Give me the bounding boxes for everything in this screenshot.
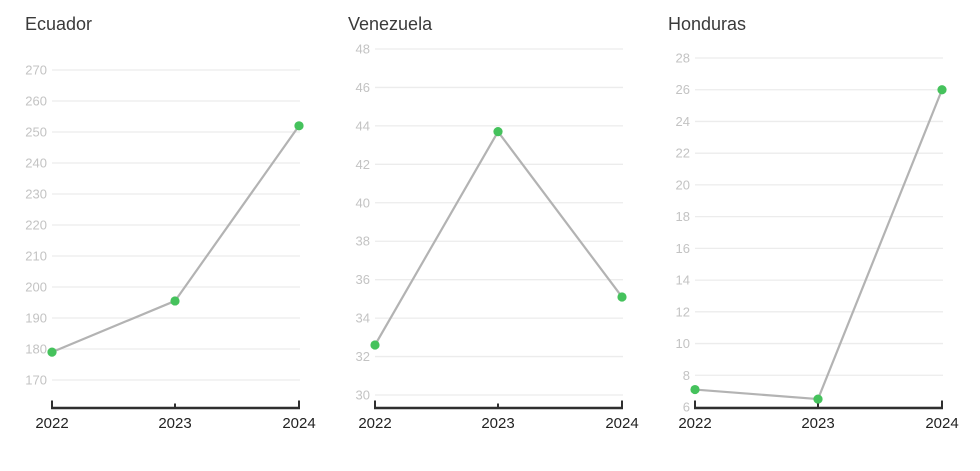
- y-tick-label: 6: [683, 400, 690, 415]
- y-tick-label: 36: [356, 272, 370, 287]
- y-tick-label: 240: [25, 156, 47, 171]
- data-point: [813, 394, 823, 404]
- x-tick-label: 2024: [605, 415, 638, 432]
- y-tick-label: 10: [676, 336, 690, 351]
- y-tick-label: 28: [676, 51, 690, 66]
- y-tick-label: 260: [25, 94, 47, 109]
- y-tick-label: 48: [356, 42, 370, 57]
- chart-panel-ecuador: Ecuador 270 260 250 240 230 220 210 200 190 180 17…: [0, 0, 337, 460]
- y-tick-label: 26: [676, 82, 690, 97]
- chart-title: Honduras: [668, 14, 747, 34]
- data-line: [373, 130, 624, 347]
- data-point: [493, 127, 503, 137]
- x-tick-label: 2022: [35, 415, 68, 432]
- y-tick-label: 190: [25, 311, 47, 326]
- y-tick-label: 34: [356, 311, 370, 326]
- chart-panel-honduras: Honduras 28 26 24 22 20 18 16 14 12 10 8 6 2022 2023 2…: [643, 0, 980, 460]
- y-tick-label: 40: [356, 195, 370, 210]
- chart-title: Ecuador: [25, 14, 93, 34]
- y-tick-label: 44: [356, 118, 370, 133]
- y-tick-label: 38: [356, 234, 370, 249]
- y-tick-label: 46: [356, 80, 370, 95]
- y-tick-label: 22: [676, 146, 690, 161]
- chart-panel-venezuela: Venezuela 48 46 44 42 40 38 36 34 32 30 2022 2023 20…: [323, 0, 660, 460]
- y-tick-label: 24: [676, 114, 690, 129]
- y-tick-label: 16: [676, 241, 690, 256]
- data-point: [617, 292, 627, 302]
- x-tick-label: 2023: [801, 415, 834, 432]
- data-point: [690, 384, 700, 395]
- data-point: [170, 296, 180, 306]
- y-tick-label: 20: [676, 177, 690, 192]
- x-tick-label: 2024: [925, 415, 958, 432]
- y-tick-label: 18: [676, 209, 690, 224]
- x-tick-label: 2022: [358, 415, 391, 432]
- data-line: [693, 88, 944, 401]
- data-point: [294, 121, 304, 131]
- x-tick-label: 2023: [481, 415, 514, 432]
- data-point: [370, 340, 380, 350]
- y-tick-label: 200: [25, 280, 47, 295]
- y-tick-label: 180: [25, 342, 47, 357]
- y-tick-label: 170: [25, 373, 47, 388]
- y-tick-label: 210: [25, 249, 47, 264]
- y-tick-label: 270: [25, 63, 47, 78]
- y-tick-label: 14: [676, 273, 690, 288]
- y-tick-label: 30: [356, 388, 370, 403]
- y-tick-label: 8: [683, 368, 690, 383]
- y-tick-label: 42: [356, 157, 370, 172]
- y-tick-label: 220: [25, 218, 47, 233]
- chart-svg: 270 260 250 240 230 220 210 200 190 180 170 2022 202…: [25, 63, 315, 433]
- x-tick-label: 2022: [678, 415, 711, 432]
- data-point: [47, 347, 57, 357]
- y-tick-label: 230: [25, 187, 47, 202]
- y-tick-label: 12: [676, 304, 690, 319]
- chart-title: Venezuela: [348, 14, 433, 34]
- x-tick-label: 2024: [282, 415, 315, 432]
- y-tick-label: 250: [25, 125, 47, 140]
- x-tick-label: 2023: [158, 415, 191, 432]
- chart-svg: 48 46 44 42 40 38 36 34 32 30 2022 2023 2024: [356, 42, 639, 433]
- data-point: [937, 85, 947, 95]
- y-tick-label: 32: [356, 349, 370, 364]
